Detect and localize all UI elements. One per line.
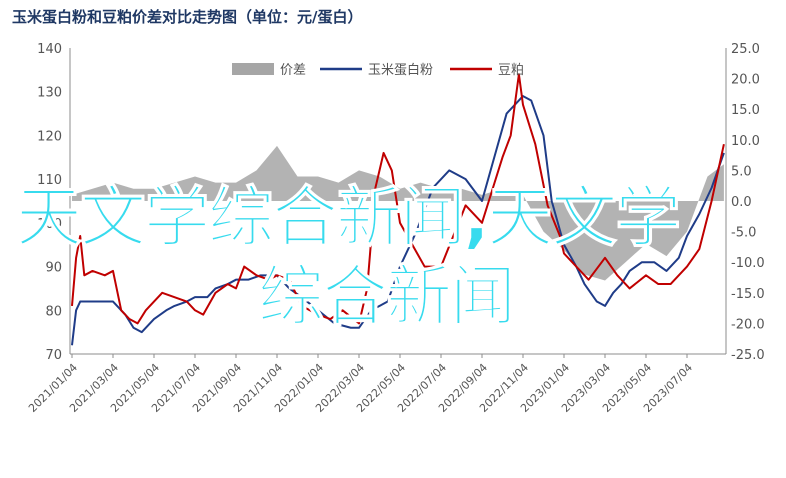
right-axis-tick-label: 25.0	[731, 42, 760, 57]
legend-label: 玉米蛋白粉	[368, 62, 433, 78]
left-axis-tick-label: 120	[37, 129, 62, 144]
left-axis-tick-label: 80	[45, 304, 62, 319]
right-axis-tick-label: -10.0	[731, 256, 765, 271]
right-axis-tick-label: 0.0	[731, 195, 752, 210]
right-axis-tick-label: 5.0	[731, 164, 752, 179]
legend-label: 豆粕	[498, 63, 524, 78]
right-axis-tick-label: 20.0	[731, 73, 760, 88]
right-axis-tick-label: 10.0	[731, 134, 760, 149]
left-axis-tick-label: 90	[45, 261, 62, 276]
series-line-corn-gluten	[71, 95, 725, 346]
left-axis-tick-label: 70	[45, 348, 62, 363]
watermark-text-line-1: 天文学综合新闻,天文学	[15, 179, 681, 257]
chart-title: 玉米蛋白粉和豆粕价差对比走势图（单位：元/蛋白）	[12, 8, 363, 26]
series-line-soymeal	[71, 73, 725, 325]
left-axis-tick-label: 110	[37, 173, 62, 188]
legend-label: 价差	[280, 63, 306, 78]
right-axis-tick-label: 15.0	[731, 103, 760, 118]
left-axis-tick-label: 140	[37, 42, 62, 57]
left-axis-tick-label: 130	[37, 86, 62, 101]
series-area-spread	[72, 145, 724, 281]
left-axis-tick-label: 100	[37, 217, 62, 232]
right-axis-tick-label: -25.0	[731, 348, 765, 363]
right-axis-tick-label: -20.0	[731, 317, 765, 332]
right-axis-tick-label: -15.0	[731, 287, 765, 302]
right-axis-tick-label: -5.0	[731, 226, 756, 241]
watermark-text-line-2: 综合新闻	[258, 258, 517, 336]
legend-swatch-spread	[232, 63, 274, 75]
